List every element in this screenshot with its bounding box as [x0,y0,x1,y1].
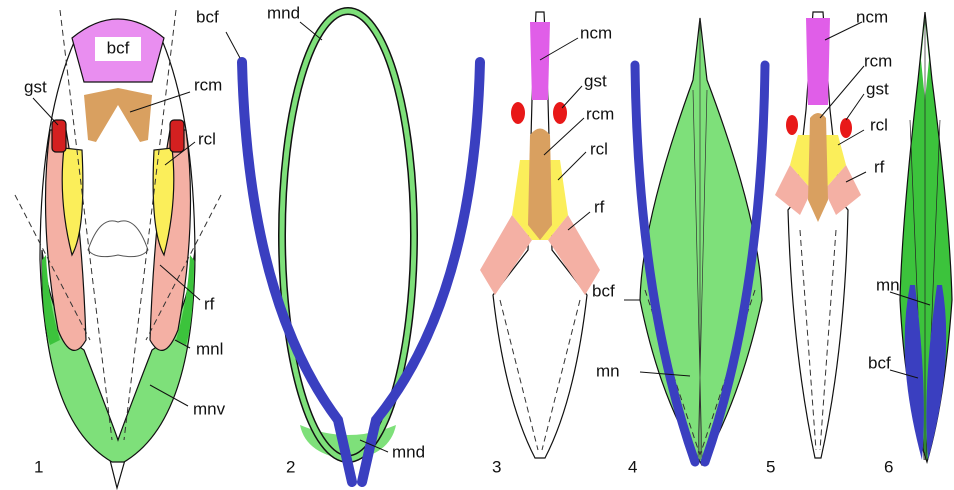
label: rcl [870,115,888,134]
bcf-left [242,62,352,482]
label: bcf [868,353,891,372]
label: mnl [196,339,223,358]
mn-shape [640,18,762,465]
panel-3: ncm gst rcm rcl rf 3 [480,12,614,476]
label: rcm [194,75,222,94]
panel-2: mnd mnd bcf 2 [196,3,480,482]
label: bcf [196,7,219,26]
label: rcm [586,104,614,123]
panel-4: bcf mn 4 [592,18,765,476]
panel-1: bcf gst rcm rcl rf mnl mnv 1 [15,10,226,488]
panel-5: ncm rcm gst rcl rf 5 [766,7,892,476]
panel-number: 1 [34,457,43,476]
rcm-shape [528,129,552,241]
label: rcl [198,129,216,148]
panel-number: 3 [492,457,501,476]
gst-right [170,120,184,152]
rcm-shape [808,113,828,222]
label: rf [204,294,215,313]
label: mn [596,361,620,380]
gst-shape [511,102,525,124]
label: rcl [590,139,608,158]
panel-number: 6 [884,457,893,476]
label: gst [584,71,607,90]
label: bcf [592,281,615,300]
label: bcf [107,38,130,57]
label: gst [866,79,889,98]
panel-number: 4 [628,457,637,476]
panel-number: 5 [766,457,775,476]
label: rf [594,197,605,216]
label: rf [874,157,885,176]
label: ncm [580,23,612,42]
label: mnv [193,399,226,418]
label: mn [876,275,900,294]
gst-shape [840,118,852,138]
label: gst [24,77,47,96]
gst-left [52,120,66,152]
ncm-shape [530,22,550,100]
label: rcm [864,51,892,70]
figure: bcf gst rcm rcl rf mnl mnv 1 mnd mnd bcf… [0,0,954,490]
gst-shape [786,115,798,135]
ncm-shape [806,18,830,105]
label: mnd [392,442,425,461]
bcf-right [362,62,480,482]
label: ncm [856,7,888,26]
panel-number: 2 [286,457,295,476]
label: mnd [267,3,300,22]
